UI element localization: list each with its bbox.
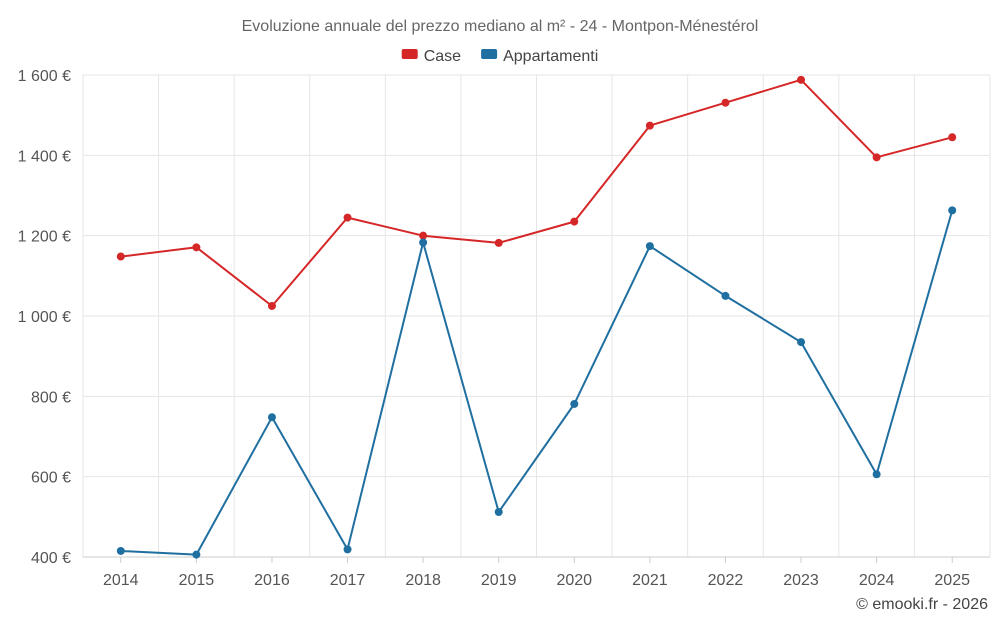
data-point-appartamenti[interactable] <box>645 242 654 251</box>
x-tick-label: 2015 <box>179 572 215 589</box>
data-point-appartamenti[interactable] <box>721 291 730 300</box>
x-tick-label: 2016 <box>254 572 290 589</box>
data-point-case[interactable] <box>116 252 125 261</box>
data-point-case[interactable] <box>645 121 654 130</box>
y-tick-label: 1 400 € <box>18 148 71 165</box>
data-point-case[interactable] <box>419 231 428 240</box>
y-tick-label: 1 600 € <box>18 68 71 85</box>
data-point-case[interactable] <box>192 243 201 252</box>
y-tick-label: 800 € <box>31 389 71 406</box>
legend-item-case[interactable]: Case <box>401 48 461 65</box>
legend-swatch <box>481 49 498 59</box>
data-point-appartamenti[interactable] <box>494 508 503 517</box>
y-tick-label: 600 € <box>31 470 71 487</box>
legend: Case Appartamenti <box>401 48 598 65</box>
data-point-appartamenti[interactable] <box>116 546 125 555</box>
x-tick-label: 2021 <box>632 572 668 589</box>
x-tick-label: 2020 <box>556 572 592 589</box>
series-layer <box>116 75 957 559</box>
data-point-case[interactable] <box>797 75 806 84</box>
y-tick-label: 1 000 € <box>18 309 71 326</box>
data-point-case[interactable] <box>948 133 957 142</box>
x-tick-label: 2019 <box>481 572 517 589</box>
y-tick-label: 1 200 € <box>18 229 71 246</box>
data-point-appartamenti[interactable] <box>948 206 957 215</box>
x-tick-label: 2017 <box>330 572 366 589</box>
credit-text: © emooki.fr - 2026 <box>856 596 988 613</box>
chart-title: Evoluzione annuale del prezzo mediano al… <box>242 18 759 35</box>
data-point-appartamenti[interactable] <box>797 338 806 347</box>
data-point-case[interactable] <box>570 217 579 226</box>
data-point-appartamenti[interactable] <box>419 238 428 247</box>
legend-label: Appartamenti <box>503 48 598 65</box>
data-point-case[interactable] <box>872 153 881 162</box>
series-line-case <box>120 78 953 307</box>
legend-label: Case <box>424 48 461 65</box>
data-point-appartamenti[interactable] <box>192 550 201 559</box>
grid <box>82 74 991 557</box>
legend-item-appartamenti[interactable]: Appartamenti <box>481 48 598 65</box>
x-tick-label: 2022 <box>708 572 744 589</box>
data-point-appartamenti[interactable] <box>872 470 881 479</box>
data-point-appartamenti[interactable] <box>267 413 276 422</box>
data-point-appartamenti[interactable] <box>343 545 352 554</box>
axes: 400 € 600 € 800 € 1 000 € 1 200 € 1 400 € 1 60… <box>18 68 990 589</box>
y-tick-label: 400 € <box>31 550 71 567</box>
x-tick-label: 2014 <box>103 572 139 589</box>
data-point-case[interactable] <box>267 301 276 310</box>
series-line-appartamenti <box>120 210 954 556</box>
data-point-case[interactable] <box>343 213 352 222</box>
data-point-case[interactable] <box>494 238 503 247</box>
data-point-appartamenti[interactable] <box>570 399 579 408</box>
data-point-case[interactable] <box>721 98 730 107</box>
x-tick-label: 2024 <box>859 572 895 589</box>
x-tick-label: 2018 <box>405 572 441 589</box>
legend-swatch <box>401 49 418 59</box>
x-tick-label: 2025 <box>934 572 970 589</box>
x-tick-label: 2023 <box>783 572 819 589</box>
